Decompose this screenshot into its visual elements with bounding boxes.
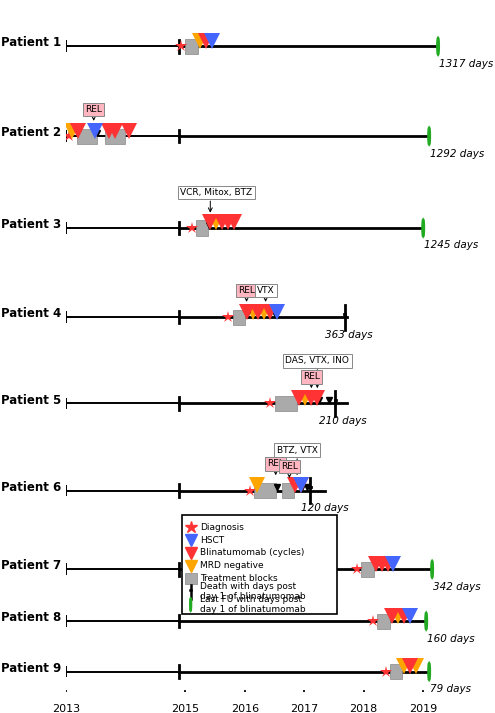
Text: HSCT: HSCT (200, 535, 224, 545)
Text: 160 days: 160 days (427, 634, 475, 644)
Text: 2017: 2017 (290, 704, 318, 713)
Text: REL: REL (238, 286, 255, 295)
Text: Treatment blocks: Treatment blocks (200, 574, 278, 583)
Text: Patient 4: Patient 4 (1, 307, 61, 320)
Text: REL: REL (281, 462, 298, 471)
Bar (105, 128, 125, 144)
Text: Patient 5: Patient 5 (1, 394, 61, 406)
Text: Patient 7: Patient 7 (1, 559, 61, 573)
Text: REL: REL (303, 372, 320, 381)
Text: Patient 3: Patient 3 (1, 218, 61, 231)
Text: 363 days: 363 days (325, 329, 373, 339)
Text: Patient 6: Patient 6 (1, 481, 61, 493)
Text: Patient 9: Patient 9 (1, 662, 61, 674)
Bar (233, 309, 245, 324)
Bar (377, 613, 391, 629)
Text: 2019: 2019 (409, 704, 437, 713)
Text: 2013: 2013 (52, 704, 80, 713)
Text: 79 days: 79 days (430, 684, 471, 694)
Text: BTZ, VTX: BTZ, VTX (277, 446, 318, 455)
Bar (282, 483, 294, 498)
Text: 120 days: 120 days (301, 503, 349, 513)
Bar (185, 39, 198, 54)
Text: 1317 days: 1317 days (439, 58, 494, 68)
Bar (196, 220, 208, 235)
Text: Patient 1: Patient 1 (1, 36, 61, 49)
Bar (185, 573, 197, 584)
Text: 2016: 2016 (231, 704, 259, 713)
Text: Patient 2: Patient 2 (1, 126, 61, 139)
Bar (361, 562, 374, 577)
Text: Patient 8: Patient 8 (1, 611, 61, 624)
Text: 2018: 2018 (349, 704, 378, 713)
Text: Last FU with days post
day 1 of blinatumomab: Last FU with days post day 1 of blinatum… (200, 595, 306, 614)
Bar (275, 396, 297, 411)
Bar (254, 483, 276, 498)
Text: REL: REL (85, 105, 102, 114)
Text: VCR, Mitox, BTZ: VCR, Mitox, BTZ (180, 188, 252, 197)
Text: REL: REL (267, 459, 284, 468)
Text: Death with days post
day 1 of blinatumomab: Death with days post day 1 of blinatumom… (200, 582, 306, 601)
Text: Blinatumomab (cycles): Blinatumomab (cycles) (200, 548, 304, 558)
Text: 210 days: 210 days (319, 416, 367, 426)
Text: 2015: 2015 (171, 704, 199, 713)
Text: 1292 days: 1292 days (430, 148, 485, 158)
Text: VTX: VTX (257, 286, 274, 295)
Bar (77, 128, 98, 144)
Text: 1245 days: 1245 days (424, 240, 479, 250)
Text: MRD negative: MRD negative (200, 561, 264, 570)
Bar (182, 515, 337, 614)
Text: Diagnosis: Diagnosis (200, 523, 244, 532)
Text: DAS, VTX, INO: DAS, VTX, INO (286, 356, 349, 366)
Text: 342 days: 342 days (433, 582, 481, 592)
Bar (391, 664, 402, 679)
